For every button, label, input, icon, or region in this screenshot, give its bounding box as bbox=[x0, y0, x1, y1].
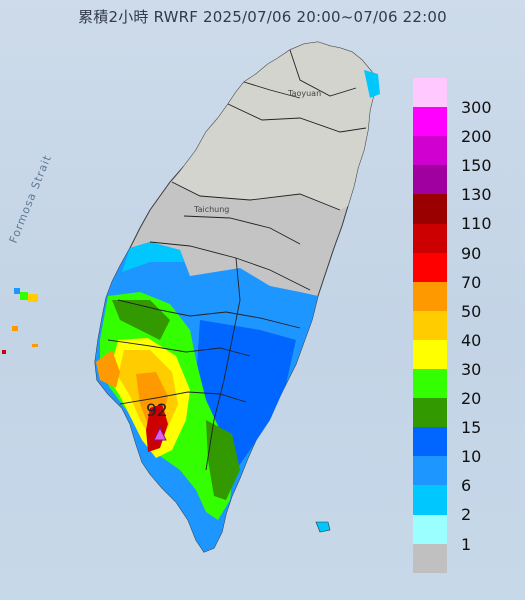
legend-label: 40 bbox=[461, 330, 482, 350]
legend-label: 150 bbox=[461, 156, 492, 176]
legend-label: 1 bbox=[461, 534, 472, 554]
city-label-taoyuan: Taoyuan bbox=[287, 89, 321, 98]
legend-label: 130 bbox=[461, 185, 492, 205]
rain-zone-dark-green-2 bbox=[206, 420, 240, 500]
legend-label: 2 bbox=[461, 505, 472, 525]
legend-label: 70 bbox=[461, 272, 482, 292]
legend-swatch bbox=[413, 339, 447, 370]
legend-swatch bbox=[413, 252, 447, 283]
legend-swatch bbox=[413, 543, 447, 574]
legend-label: 30 bbox=[461, 359, 482, 379]
legend-swatch bbox=[413, 310, 447, 341]
map-title: 累積2小時 RWRF 2025/07/06 20:00~07/06 22:00 bbox=[78, 8, 447, 26]
legend-swatch bbox=[413, 136, 447, 166]
legend-label: 10 bbox=[461, 447, 482, 467]
legend-swatch bbox=[413, 107, 447, 137]
penghu-islands bbox=[2, 288, 38, 354]
legend-label: 20 bbox=[461, 389, 482, 408]
legend-swatch bbox=[413, 369, 447, 399]
legend-swatch bbox=[413, 456, 447, 486]
legend-swatch bbox=[413, 223, 447, 254]
legend-label: 90 bbox=[461, 243, 482, 263]
rainfall-legend: 300 200 150 130 110 90 70 50 40 30 20 15 10 6 2 1 bbox=[413, 78, 498, 574]
max-rainfall-marker bbox=[153, 426, 167, 441]
northeast-cape bbox=[364, 70, 380, 98]
legend-swatch bbox=[413, 165, 447, 195]
legend-label: 200 bbox=[461, 127, 492, 147]
city-label-taichung: Taichung bbox=[193, 205, 229, 214]
max-rainfall-value: 92 bbox=[146, 401, 168, 421]
green-island bbox=[315, 521, 331, 533]
legend-swatch bbox=[413, 485, 447, 515]
legend-swatch bbox=[413, 427, 447, 457]
legend-label: 6 bbox=[461, 476, 472, 496]
strait-label: Formosa Strait bbox=[7, 153, 54, 245]
legend-swatch bbox=[413, 281, 447, 312]
legend-swatch bbox=[413, 514, 447, 545]
legend-label: 300 bbox=[461, 98, 492, 117]
rain-zone-orange bbox=[96, 350, 120, 388]
legend-label: 50 bbox=[461, 301, 482, 321]
rain-zone-dark-green bbox=[112, 300, 170, 340]
legend-swatch bbox=[413, 78, 447, 108]
northern-terrain bbox=[172, 42, 378, 210]
rain-zone-cyan-edge bbox=[122, 242, 184, 272]
legend-swatch bbox=[413, 194, 447, 224]
county-boundaries bbox=[107, 49, 367, 471]
legend-label: 15 bbox=[461, 418, 482, 438]
legend-swatch bbox=[413, 398, 447, 428]
legend-label: 110 bbox=[461, 214, 492, 234]
